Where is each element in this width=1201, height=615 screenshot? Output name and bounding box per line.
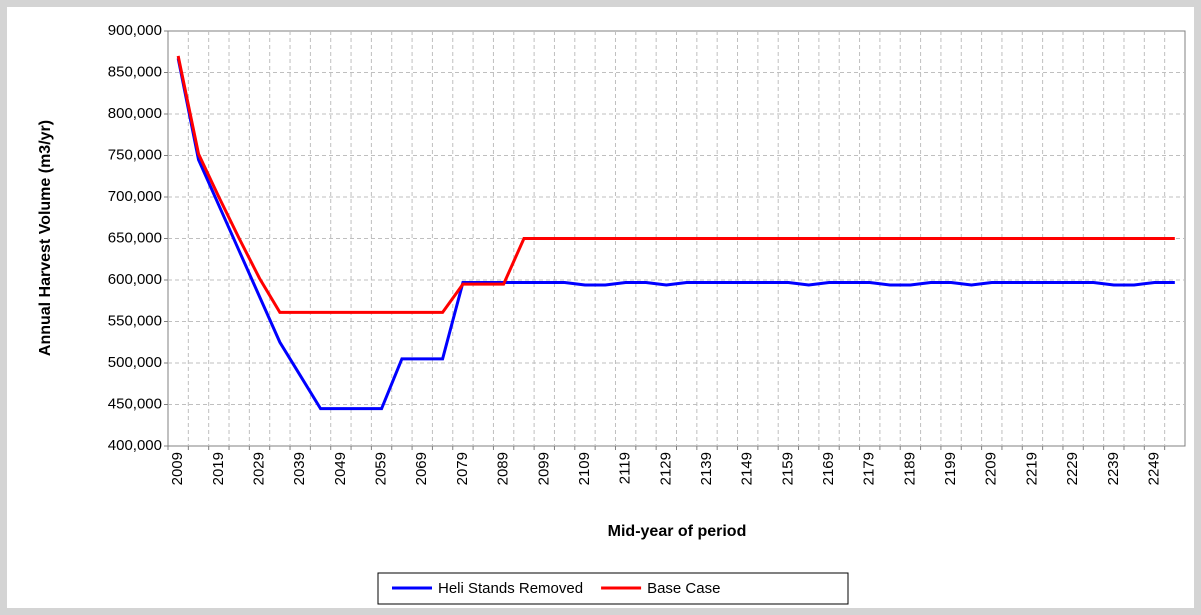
y-tick-label: 800,000 bbox=[108, 105, 162, 122]
series-line bbox=[176, 55, 1175, 314]
x-tick-label: 2109 bbox=[576, 452, 593, 485]
x-tick-label: 2239 bbox=[1105, 452, 1122, 485]
x-tick-label: 2049 bbox=[332, 452, 349, 485]
y-tick-label: 550,000 bbox=[108, 312, 162, 329]
series-line bbox=[176, 58, 1175, 411]
x-tick-label: 2019 bbox=[210, 452, 227, 485]
x-tick-label: 2129 bbox=[657, 452, 674, 485]
x-tick-label: 2139 bbox=[698, 452, 715, 485]
x-tick-label: 2249 bbox=[1145, 452, 1162, 485]
y-tick-label: 450,000 bbox=[108, 395, 162, 412]
x-axis-title: Mid-year of period bbox=[608, 523, 747, 540]
x-tick-label: 2039 bbox=[291, 452, 308, 485]
x-tick-label: 2079 bbox=[454, 452, 471, 485]
y-tick-label: 600,000 bbox=[108, 271, 162, 288]
x-tick-label: 2229 bbox=[1064, 452, 1081, 485]
legend-label: Heli Stands Removed bbox=[438, 580, 583, 597]
x-tick-label: 2189 bbox=[901, 452, 918, 485]
x-tick-label: 2029 bbox=[250, 452, 267, 485]
x-tick-label: 2159 bbox=[779, 452, 796, 485]
x-tick-label: 2099 bbox=[535, 452, 552, 485]
y-tick-label: 650,000 bbox=[108, 229, 162, 246]
y-tick-label: 700,000 bbox=[108, 188, 162, 205]
x-tick-label: 2089 bbox=[495, 452, 512, 485]
x-tick-label: 2119 bbox=[617, 452, 634, 484]
x-tick-label: 2069 bbox=[413, 452, 430, 485]
y-axis-title: Annual Harvest Volume (m3/yr) bbox=[37, 120, 54, 356]
y-tick-label: 500,000 bbox=[108, 354, 162, 371]
legend-label: Base Case bbox=[647, 580, 720, 597]
x-tick-label: 2009 bbox=[169, 452, 186, 485]
y-tick-label: 750,000 bbox=[108, 146, 162, 163]
x-tick-label: 2149 bbox=[739, 452, 756, 485]
x-tick-label: 2199 bbox=[942, 452, 959, 485]
x-tick-label: 2219 bbox=[1023, 452, 1040, 485]
x-tick-label: 2169 bbox=[820, 452, 837, 485]
x-tick-label: 2179 bbox=[861, 452, 878, 485]
y-tick-label: 900,000 bbox=[108, 22, 162, 39]
x-tick-label: 2209 bbox=[983, 452, 1000, 485]
legend bbox=[377, 572, 849, 605]
y-tick-label: 850,000 bbox=[108, 63, 162, 80]
y-tick-label: 400,000 bbox=[108, 437, 162, 454]
x-tick-label: 2059 bbox=[373, 452, 390, 485]
